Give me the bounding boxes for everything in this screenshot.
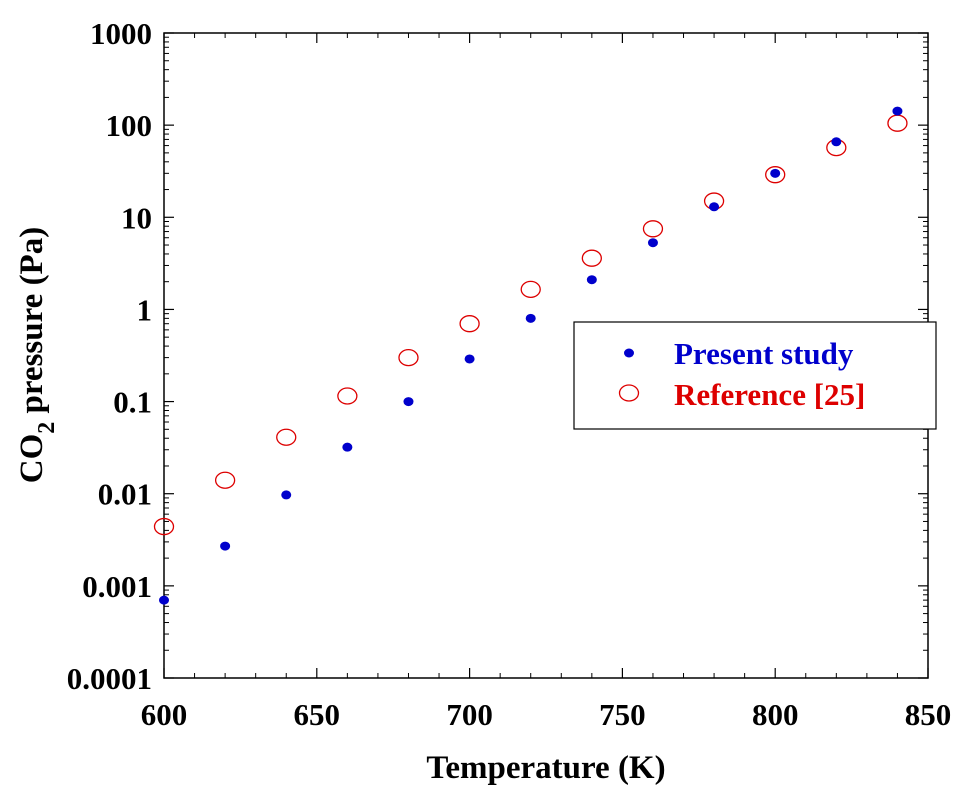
y-tick-label: 100	[106, 108, 153, 143]
reference-point	[337, 387, 358, 405]
reference-point	[398, 348, 419, 367]
x-tick-label: 650	[294, 697, 341, 732]
x-tick-label: 800	[752, 697, 799, 732]
y-tick-label: 0.1	[113, 385, 152, 420]
x-tick-label: 700	[446, 697, 493, 732]
present-study-point	[464, 354, 475, 364]
legend-label-present-study: Present study	[674, 336, 854, 371]
x-tick-label: 750	[599, 697, 646, 732]
x-tick-labels: 600 650 700 750 800 850	[141, 697, 952, 732]
present-study-point	[525, 313, 536, 323]
present-study-point	[831, 137, 842, 147]
reference-point	[765, 166, 786, 184]
y-axis-title-prefix: CO	[14, 434, 50, 484]
y-tick-label: 1	[137, 292, 153, 327]
x-tick-label: 600	[141, 697, 188, 732]
reference-point	[642, 220, 664, 238]
y-tick-label: 1000	[90, 16, 152, 51]
y-tick-labels: 0.0001 0.001 0.01 0.1 1 10 100 1000	[67, 16, 152, 696]
y-axis-title: CO2 pressure (Pa)	[14, 227, 60, 483]
data-points	[153, 106, 908, 605]
present-study-point	[281, 490, 292, 500]
present-study-point	[159, 595, 169, 605]
present-study-point	[403, 397, 414, 407]
present-study-point	[220, 541, 231, 551]
y-tick-label: 10	[121, 200, 152, 235]
legend: Present study Reference [25]	[573, 321, 937, 430]
x-tick-label: 850	[905, 697, 952, 732]
y-axis-title-subscript: 2	[34, 422, 60, 434]
reference-point	[153, 517, 175, 536]
present-study-point	[770, 168, 781, 178]
reference-point	[459, 315, 480, 333]
y-tick-label: 0.01	[98, 477, 152, 512]
y-tick-label: 0.001	[82, 569, 152, 604]
x-axis-title: Temperature (K)	[426, 750, 665, 786]
reference-point	[214, 471, 236, 489]
legend-marker-present-study	[624, 348, 634, 358]
present-study-point	[892, 106, 903, 116]
present-study-point	[709, 202, 720, 212]
y-axis-title-suffix: pressure (Pa)	[14, 227, 50, 422]
legend-marker-filled-circle	[624, 348, 634, 358]
y-tick-label: 0.0001	[67, 661, 152, 696]
legend-box	[573, 321, 937, 430]
legend-marker-open-circle	[618, 384, 640, 402]
reference-point	[276, 428, 297, 446]
reference-point	[581, 249, 602, 267]
legend-label-reference: Reference [25]	[674, 377, 865, 412]
legend-marker-reference	[618, 384, 640, 402]
reference-point	[887, 114, 908, 132]
present-study-point	[586, 275, 597, 285]
present-study-point	[647, 238, 658, 248]
reference-point	[520, 280, 541, 299]
present-study-point	[342, 442, 353, 452]
